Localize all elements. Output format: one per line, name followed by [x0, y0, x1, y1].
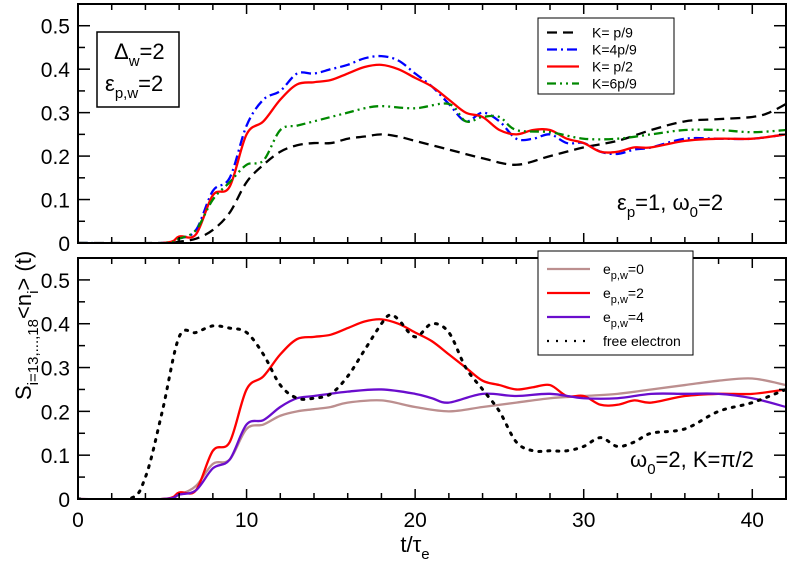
series-line-0 [78, 102, 786, 243]
x-tick-label: 0 [72, 509, 84, 532]
x-axis-label: t/τe [400, 532, 429, 561]
top-annotation: εp=1, ω0=2 [617, 190, 723, 221]
x-tick-label: 30 [572, 509, 595, 532]
panel-bottom: 0 10 20 30 4000.10.20.30.40.5ep,w=0ep,w=2ep,… [41, 250, 787, 532]
y-tick-label: 0.4 [41, 314, 71, 337]
svg-text:Δw=2: Δw=2 [114, 39, 165, 70]
x-tick-label: 20 [403, 509, 426, 532]
y-tick-label: 0.3 [41, 358, 70, 381]
y-tick-label: 0.1 [41, 445, 70, 468]
legend-entry: K=4p/9 [592, 42, 637, 58]
y-tick-label: 0.2 [41, 401, 70, 424]
y-tick-label: 0.1 [41, 190, 70, 213]
series-line-2 [78, 388, 786, 499]
y-tick-label: 0.5 [41, 270, 70, 293]
y-tick-label: 0 [58, 489, 70, 512]
parameter-box: Δw=2 εp,w=2 [96, 31, 180, 108]
y-axis-label: Si=13,...,18<ni> (t) [11, 251, 42, 400]
x-tick-label: 10 [235, 509, 258, 532]
series-line-1 [78, 54, 786, 243]
box-line1-rest: =2 [140, 39, 165, 64]
series-line-2 [78, 63, 786, 243]
series-line-0 [78, 377, 786, 499]
bottom-annotation: ω0=2, K=π/2 [630, 447, 754, 478]
legend-entry: free electron [603, 333, 681, 349]
box-line1: Δ [114, 39, 129, 64]
series-line-1 [78, 318, 786, 499]
legend-entry: ep,w=2 [603, 285, 644, 306]
legend-entry: K= p/2 [592, 59, 633, 75]
y-tick-label: 0.5 [41, 16, 70, 39]
svg-text:εp,w=2: εp,w=2 [105, 71, 163, 102]
x-tick-label: 40 [741, 509, 764, 532]
plot-frame [77, 257, 787, 500]
y-tick-label: 0 [58, 233, 70, 256]
y-tick-label: 0.4 [41, 59, 71, 82]
legend: ep,w=0 ep,w=2 ep,w=4 free electron [537, 250, 694, 356]
plot-frame [77, 3, 787, 244]
series-line-3 [78, 102, 786, 243]
series-line-3 [78, 313, 786, 499]
panel-top: 0 0.1 0.2 0.3 0.4 0.5 K= p/9K=4p/9K= p/2K=6p/9 [41, 3, 787, 256]
box-line2: ε [105, 71, 115, 96]
legend-entry: K= p/9 [592, 25, 633, 41]
legend-entry: K=6p/9 [592, 76, 637, 92]
box-line1-sub: w [128, 53, 140, 70]
y-tick-label: 0.2 [41, 146, 70, 169]
box-line2-rest: =2 [138, 71, 163, 96]
legend-entry: ep,w=0 [603, 261, 644, 282]
legend-entry: ep,w=4 [603, 309, 644, 330]
box-line2-sub: p,w [115, 85, 139, 102]
legend: K= p/9K=4p/9K= p/2K=6p/9 [537, 17, 675, 95]
y-tick-label: 0.3 [41, 103, 70, 126]
